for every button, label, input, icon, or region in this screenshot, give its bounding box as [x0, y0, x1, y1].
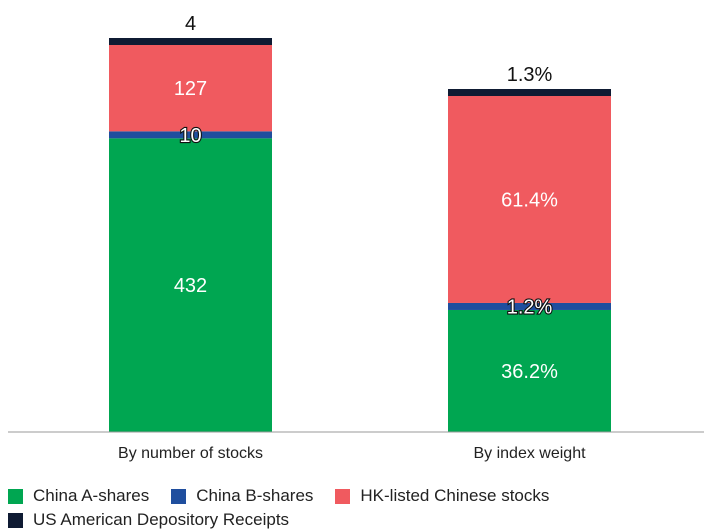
data-label: 1.3% — [507, 64, 553, 86]
x-tick-label: By number of stocks — [118, 445, 263, 462]
stacked-bar-chart: 432 10 127 4 36.2% 1.2% 61.4% 1.3% By number of… — [8, 13, 704, 462]
bar-segment — [109, 131, 272, 139]
bar-segment — [448, 89, 611, 96]
legend-item: HK-listed Chinese stocks — [335, 486, 549, 506]
data-label: 4 — [185, 13, 196, 35]
bar-segment — [109, 138, 272, 432]
legend-label: US American Depository Receipts — [33, 510, 290, 529]
legend-swatch — [8, 488, 23, 504]
data-label: 1.2% — [507, 296, 553, 318]
legend-swatch — [8, 512, 23, 528]
bar-segment — [448, 309, 611, 432]
legend-item: US American Depository Receipts — [8, 510, 289, 530]
legend-swatch — [171, 488, 187, 504]
ticks-layer: By number of stocks By index weight — [118, 445, 586, 462]
bars-layer — [109, 38, 611, 432]
data-label: 36.2% — [501, 361, 558, 383]
legend: China A-shares China B-shares HK-listed Ch… — [8, 486, 698, 530]
bar-segment — [448, 302, 611, 310]
labels-layer: 432 10 127 4 36.2% 1.2% 61.4% 1.3% — [174, 13, 558, 383]
bar-segment — [109, 45, 272, 132]
legend-item: China B-shares — [171, 486, 313, 506]
legend-label: China A-shares — [33, 486, 150, 505]
data-label: 127 — [174, 78, 207, 100]
legend-label: China B-shares — [196, 486, 314, 505]
legend-swatch — [335, 488, 351, 504]
bar-segment — [448, 96, 611, 303]
data-label: 432 — [174, 275, 207, 297]
bar-segment — [109, 38, 272, 45]
data-label: 10 — [179, 125, 201, 147]
x-tick-label: By index weight — [473, 445, 586, 462]
legend-item: China A-shares — [8, 486, 149, 506]
legend-label: HK-listed Chinese stocks — [360, 486, 550, 505]
data-label: 61.4% — [501, 189, 558, 211]
